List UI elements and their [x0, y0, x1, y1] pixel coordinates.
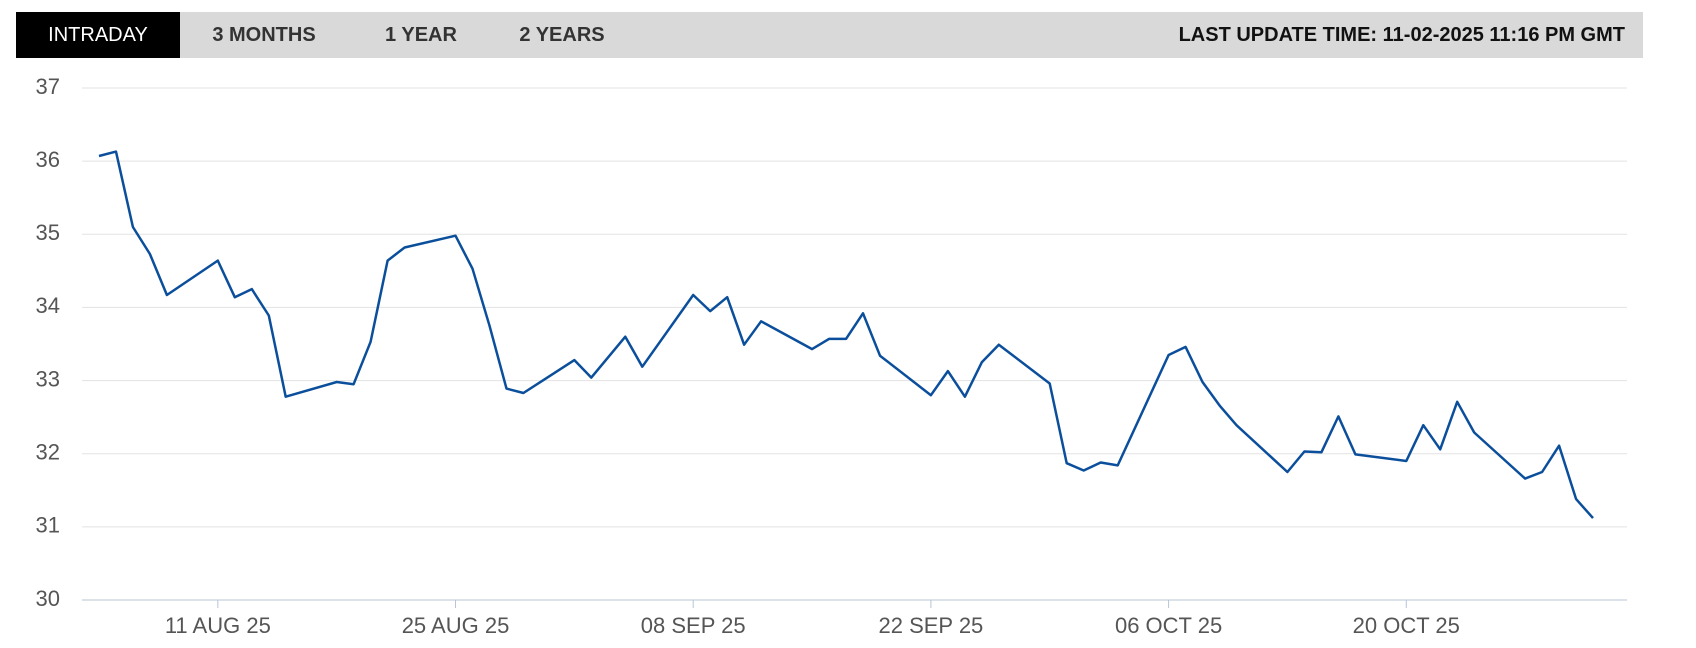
- y-tick-label: 35: [36, 220, 60, 245]
- x-tick-label: 08 SEP 25: [641, 613, 746, 638]
- price-line: [98, 150, 1594, 519]
- y-tick-label: 30: [36, 586, 60, 611]
- x-tick-label: 06 OCT 25: [1115, 613, 1222, 638]
- x-tick-label: 11 AUG 25: [165, 613, 271, 638]
- tab[interactable]: 2 YEARS: [519, 24, 605, 46]
- y-tick-label: 32: [36, 440, 60, 465]
- tab-bar: INTRADAY 3 MONTHS 1 YEAR 2 YEARS LAST UP…: [16, 12, 1643, 58]
- y-tick-label: 33: [36, 366, 60, 391]
- x-tick-label: 20 OCT 25: [1353, 613, 1460, 638]
- y-tick-label: 37: [36, 74, 60, 99]
- x-tick-label: 22 SEP 25: [879, 613, 984, 638]
- y-tick-label: 34: [36, 293, 60, 318]
- x-tick-label: 25 AUG 25: [402, 613, 510, 638]
- y-tick-label: 36: [36, 147, 60, 172]
- tab[interactable]: 3 MONTHS: [212, 24, 316, 46]
- y-tick-label: 31: [36, 513, 60, 538]
- last-update: LAST UPDATE TIME: 11-02-2025 11:16 PM GM…: [1178, 24, 1625, 46]
- tab[interactable]: 1 YEAR: [385, 24, 457, 46]
- tab[interactable]: INTRADAY: [16, 12, 180, 58]
